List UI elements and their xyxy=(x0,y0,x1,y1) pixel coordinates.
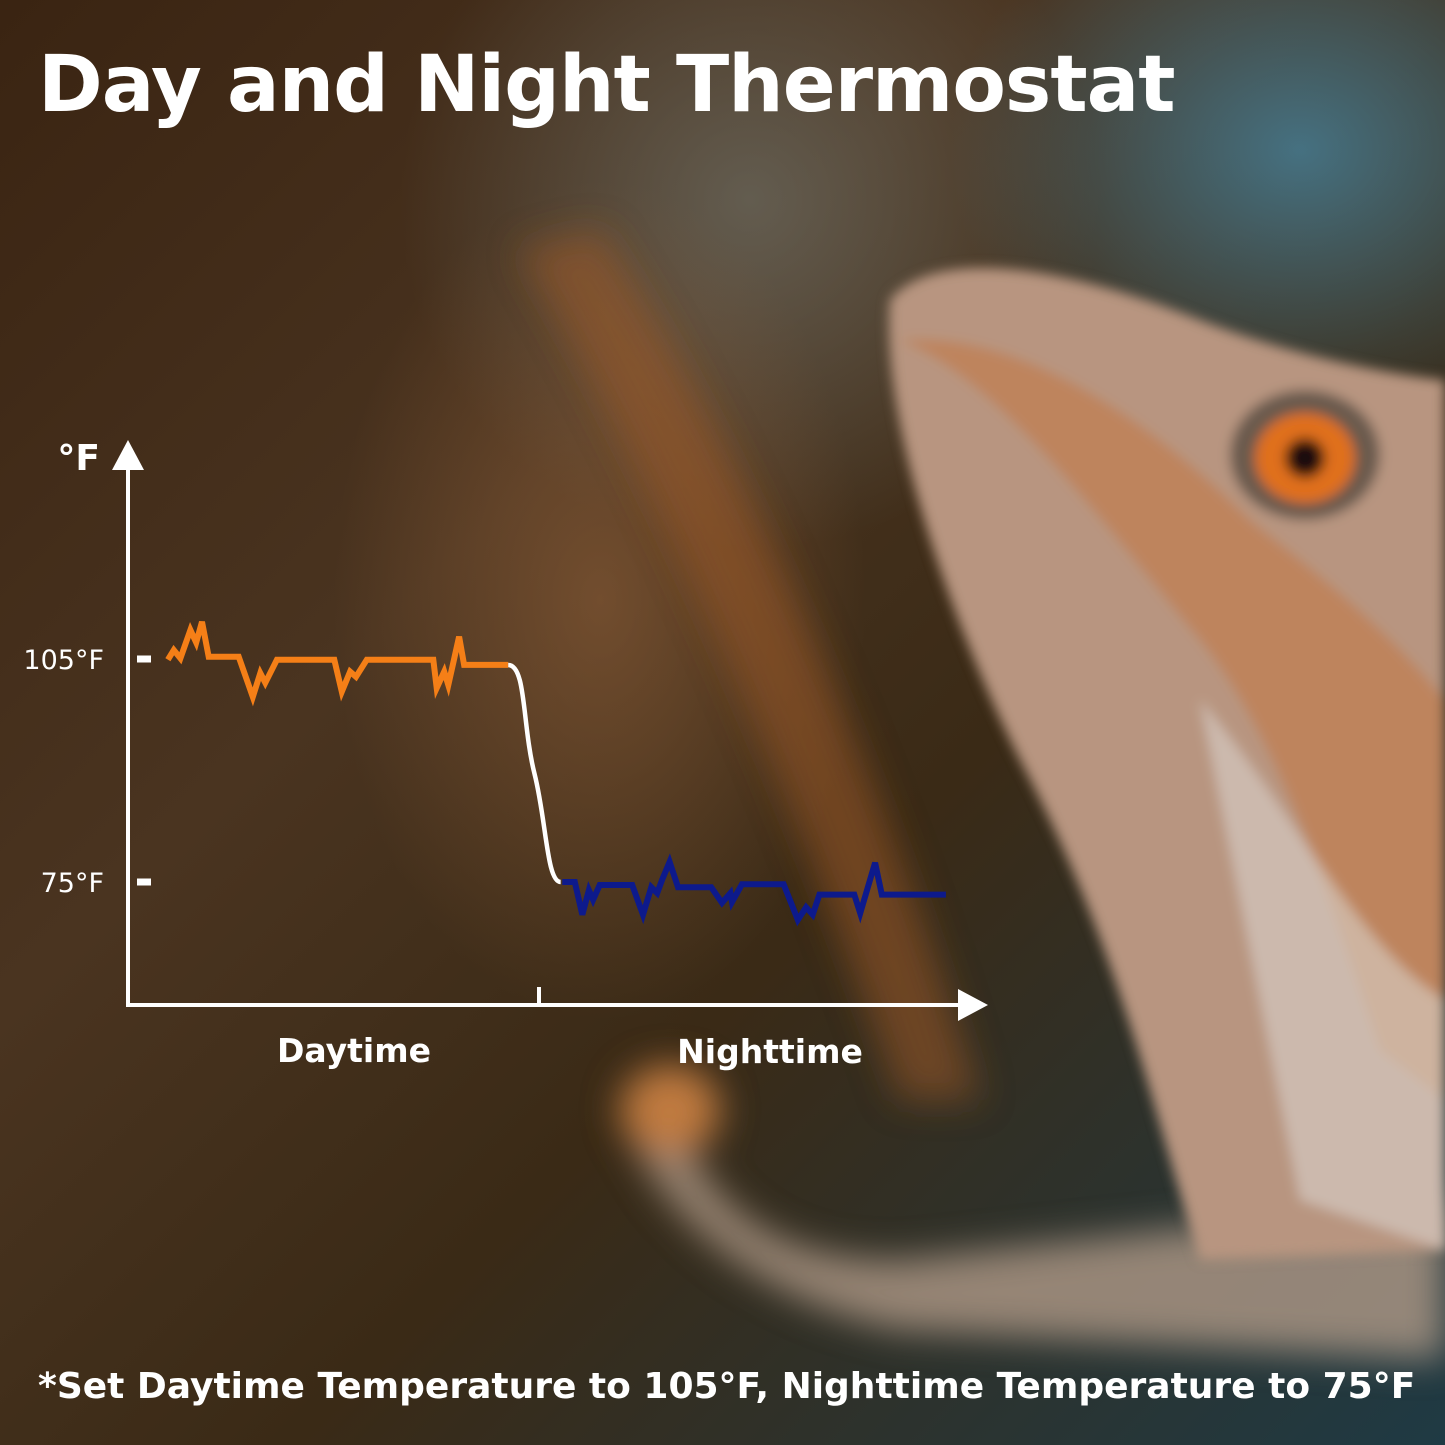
y-axis-label: °F xyxy=(57,438,100,479)
y-ticks: 105°F 75°F xyxy=(23,645,151,899)
footnote: *Set Daytime Temperature to 105°F, Night… xyxy=(38,1366,1416,1407)
day-temperature-line xyxy=(165,620,509,707)
x-category-daytime: Daytime xyxy=(277,1031,431,1070)
page-title: Day and Night Thermostat xyxy=(38,40,1176,130)
night-temperature-line xyxy=(562,853,946,927)
y-axis-arrow-icon xyxy=(112,440,144,470)
x-axis-arrow-icon xyxy=(958,989,988,1021)
y-tick-label: 75°F xyxy=(41,868,104,899)
x-axis: Daytime Nighttime xyxy=(126,987,988,1071)
lizard xyxy=(889,267,1445,1260)
y-axis: °F xyxy=(57,438,144,1006)
y-tick-label: 105°F xyxy=(23,645,104,676)
series xyxy=(165,620,946,927)
x-category-nighttime: Nighttime xyxy=(677,1032,863,1071)
transition-temperature-line xyxy=(507,662,562,885)
